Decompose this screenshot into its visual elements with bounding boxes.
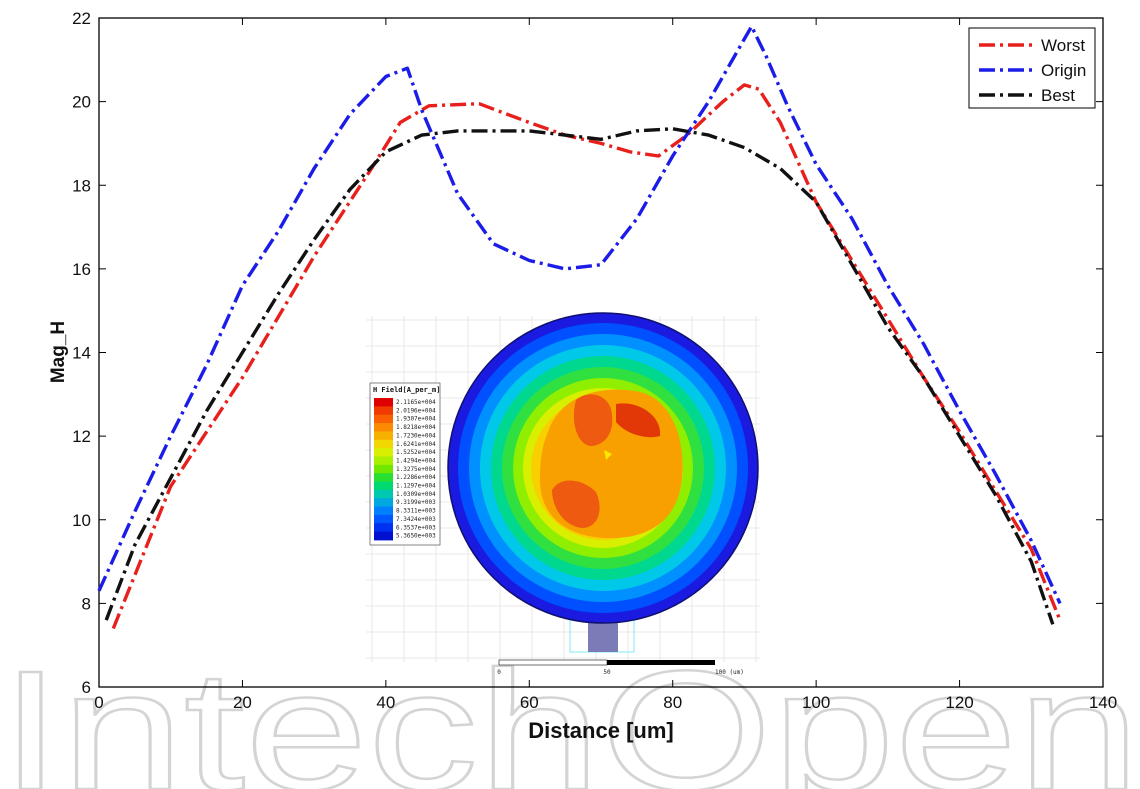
colorbar-swatch bbox=[374, 481, 393, 491]
disc-outline bbox=[447, 312, 759, 624]
x-tick-label: 60 bbox=[520, 693, 539, 712]
colorbar-label: 6.3537e+003 bbox=[396, 524, 436, 531]
series-line-worst bbox=[111, 83, 1062, 630]
colorbar-label: 1.2286e+004 bbox=[396, 474, 436, 481]
colorbar-label: 2.0196e+004 bbox=[396, 407, 436, 414]
field-hotspot bbox=[573, 394, 613, 446]
x-tick-label: 40 bbox=[376, 693, 395, 712]
y-tick-label: 12 bbox=[72, 427, 91, 446]
scale-label: 100 (um) bbox=[715, 669, 744, 676]
colorbar-label: 2.1165e+004 bbox=[396, 399, 436, 406]
legend: Worst Origin Best bbox=[968, 27, 1096, 109]
colorbar-swatch bbox=[374, 498, 393, 507]
x-tick-label: 140 bbox=[1089, 693, 1117, 712]
colorbar-label: 7.3424e+003 bbox=[396, 516, 436, 523]
colorbar-label: 1.8218e+004 bbox=[396, 424, 436, 431]
legend-label: Origin bbox=[1041, 61, 1086, 80]
colorbar-label: 5.3650e+003 bbox=[396, 533, 436, 540]
x-tick-label: 80 bbox=[663, 693, 682, 712]
field-hotspot bbox=[616, 403, 661, 438]
colorbar-swatch bbox=[374, 406, 393, 416]
axis-ticks: 0 20 40 60 80 100 120 140 6 8 10 12 14 16 18 20 22 bbox=[72, 9, 1117, 712]
colorbar-label: 1.9307e+004 bbox=[396, 416, 436, 423]
colorbar-swatch bbox=[374, 448, 393, 457]
x-tick-label: 0 bbox=[94, 693, 103, 712]
colorbar-label: 8.3311e+003 bbox=[396, 508, 436, 515]
colorbar-label: 9.3199e+003 bbox=[396, 499, 436, 506]
y-axis-title: Mag_H bbox=[48, 321, 69, 383]
colorbar-swatch bbox=[374, 506, 393, 516]
colorbar-swatch bbox=[374, 514, 393, 524]
colorbar-swatch bbox=[374, 423, 393, 432]
y-tick-label: 10 bbox=[72, 511, 91, 530]
scale-bar: 0 50 100 (um) bbox=[497, 659, 744, 676]
legend-label: Worst bbox=[1041, 36, 1085, 55]
colorbar-label: 1.1297e+004 bbox=[396, 483, 436, 490]
colorbar-label: 1.6241e+004 bbox=[396, 441, 436, 448]
field-hotspot bbox=[552, 480, 600, 528]
y-tick-label: 20 bbox=[72, 93, 91, 112]
y-tick-label: 8 bbox=[82, 594, 91, 613]
colorbar-swatch bbox=[374, 431, 393, 441]
colorbar-title: H Field[A_per_m] bbox=[373, 386, 440, 394]
colorbar-swatch bbox=[374, 523, 393, 533]
y-tick-label: 14 bbox=[72, 344, 91, 363]
x-tick-label: 20 bbox=[233, 693, 252, 712]
colorbar-label: 1.5252e+004 bbox=[396, 449, 436, 456]
colorbar-swatch bbox=[374, 439, 393, 449]
y-tick-label: 16 bbox=[72, 260, 91, 279]
field-spot bbox=[604, 450, 612, 460]
field-map-disc bbox=[447, 312, 759, 653]
colorbar-label: 1.7230e+004 bbox=[396, 432, 436, 439]
colorbar-swatch bbox=[374, 414, 393, 424]
y-tick-label: 18 bbox=[72, 176, 91, 195]
x-tick-label: 120 bbox=[945, 693, 973, 712]
y-tick-label: 6 bbox=[82, 678, 91, 697]
series-lines bbox=[97, 24, 1062, 630]
scale-bar-white bbox=[498, 659, 608, 666]
colorbar-swatch bbox=[374, 531, 393, 541]
x-axis-title: Distance [um] bbox=[528, 718, 673, 743]
colorbar-label: 1.4294e+004 bbox=[396, 457, 436, 464]
scale-label: 50 bbox=[603, 669, 611, 676]
y-tick-label: 22 bbox=[72, 9, 91, 28]
x-tick-label: 100 bbox=[802, 693, 830, 712]
scale-bar-black bbox=[607, 660, 715, 665]
colorbar-swatch bbox=[374, 473, 393, 482]
colorbar-label: 1.3275e+004 bbox=[396, 466, 436, 473]
colorbar-swatch bbox=[374, 464, 393, 474]
legend-label: Best bbox=[1041, 86, 1075, 105]
scale-label: 0 bbox=[497, 669, 501, 676]
colorbar-label: 1.0309e+004 bbox=[396, 491, 436, 498]
colorbar-swatch bbox=[374, 398, 393, 407]
colorbar-swatch bbox=[374, 489, 393, 499]
colorbar-swatch bbox=[374, 456, 393, 466]
